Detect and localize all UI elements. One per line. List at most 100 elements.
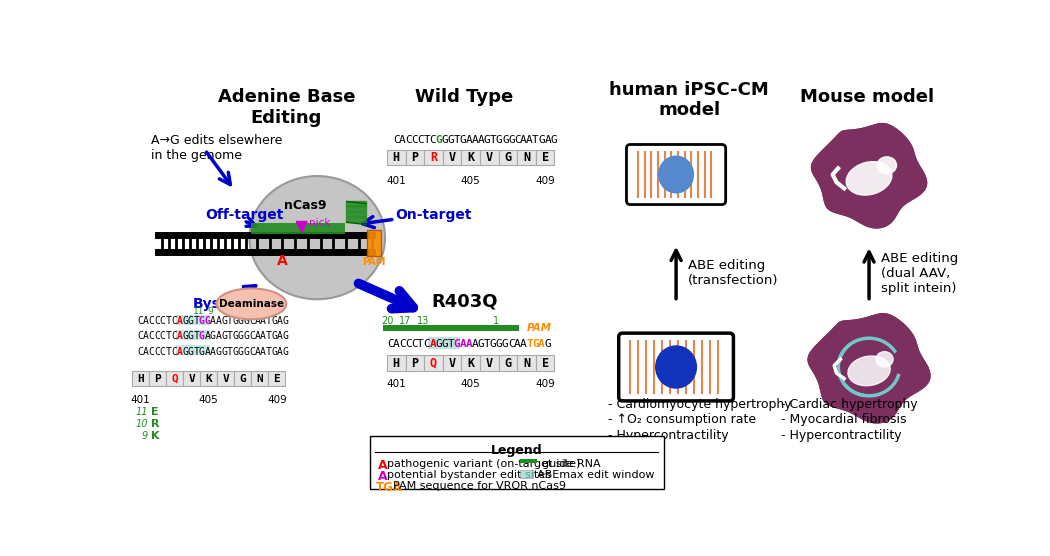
FancyBboxPatch shape [405, 150, 424, 165]
Text: A: A [143, 316, 149, 326]
Text: A: A [205, 331, 210, 341]
Text: A: A [471, 135, 479, 145]
Polygon shape [808, 314, 930, 423]
Text: R: R [429, 151, 437, 164]
FancyBboxPatch shape [149, 371, 166, 386]
Text: G: G [489, 339, 497, 349]
Text: T: T [266, 316, 272, 326]
Text: T: T [490, 135, 497, 145]
FancyBboxPatch shape [627, 145, 726, 205]
Text: G: G [436, 135, 442, 145]
Text: 405: 405 [461, 379, 481, 389]
Text: P: P [412, 151, 419, 164]
Text: G: G [188, 316, 193, 326]
Text: 401: 401 [386, 176, 406, 186]
Text: G: G [198, 331, 205, 341]
Text: C: C [412, 135, 418, 145]
Text: R403Q: R403Q [432, 292, 498, 311]
Text: K: K [467, 356, 475, 370]
Text: T: T [227, 316, 233, 326]
FancyBboxPatch shape [166, 371, 183, 386]
Text: A: A [215, 331, 222, 341]
Ellipse shape [877, 157, 897, 173]
Text: C: C [138, 346, 143, 356]
Text: G: G [232, 346, 238, 356]
Text: - Cardiac hypertrophy: - Cardiac hypertrophy [781, 398, 918, 411]
Text: A: A [378, 470, 387, 483]
Text: A: A [471, 339, 479, 349]
FancyBboxPatch shape [251, 371, 269, 386]
Text: 11: 11 [135, 406, 148, 416]
Text: 9: 9 [207, 307, 213, 316]
Bar [521, 459, 538, 463]
Text: - Cardiomyocyte hypertrophy: - Cardiomyocyte hypertrophy [608, 398, 792, 411]
Text: T: T [484, 339, 490, 349]
Text: G: G [282, 331, 289, 341]
Text: TGA: TGA [376, 481, 402, 494]
Text: A: A [255, 316, 260, 326]
Text: H: H [393, 356, 400, 370]
Text: C: C [249, 346, 255, 356]
FancyBboxPatch shape [346, 217, 366, 222]
Text: V: V [188, 374, 195, 384]
Text: Adenine Base
Editing: Adenine Base Editing [217, 88, 355, 127]
Text: A: A [277, 254, 288, 268]
Text: T: T [417, 339, 424, 349]
Text: T: T [266, 331, 272, 341]
FancyBboxPatch shape [366, 230, 381, 256]
Text: G: G [454, 339, 460, 349]
FancyBboxPatch shape [269, 371, 286, 386]
FancyBboxPatch shape [461, 150, 480, 165]
Text: PAM: PAM [362, 257, 385, 267]
Text: H: H [393, 151, 400, 164]
Text: T: T [165, 346, 171, 356]
Text: A: A [513, 339, 521, 349]
Text: G: G [496, 339, 503, 349]
Text: T: T [227, 346, 233, 356]
Text: G: G [504, 151, 511, 164]
Text: potential bystander edit sites: potential bystander edit sites [387, 470, 551, 480]
Text: C: C [418, 135, 424, 145]
Text: A: A [520, 339, 527, 349]
Text: G: G [198, 346, 205, 356]
Text: human iPSC-CM
model: human iPSC-CM model [609, 81, 769, 120]
Text: C: C [160, 346, 166, 356]
Text: G: G [238, 331, 244, 341]
Text: A: A [143, 346, 149, 356]
Text: Bystander: Bystander [193, 297, 273, 311]
Text: C: C [171, 316, 176, 326]
Text: G: G [282, 316, 289, 326]
Text: A: A [210, 346, 216, 356]
Text: N: N [523, 151, 530, 164]
Text: C: C [249, 316, 255, 326]
Text: G: G [239, 374, 246, 384]
Text: T: T [532, 135, 539, 145]
Text: G: G [210, 331, 216, 341]
Text: C: C [160, 331, 166, 341]
Text: 11: 11 [193, 307, 205, 316]
Text: E: E [150, 406, 159, 416]
Text: A: A [205, 346, 210, 356]
Text: K: K [206, 374, 212, 384]
Text: PAM sequence for VRQR nCas9: PAM sequence for VRQR nCas9 [393, 481, 566, 491]
Text: K: K [467, 151, 475, 164]
FancyBboxPatch shape [251, 223, 345, 234]
Text: C: C [154, 316, 160, 326]
FancyBboxPatch shape [370, 436, 664, 489]
Text: T: T [454, 135, 460, 145]
FancyBboxPatch shape [346, 212, 366, 216]
Ellipse shape [250, 176, 385, 299]
Text: G: G [436, 339, 442, 349]
Text: 10: 10 [135, 419, 148, 429]
Text: A: A [393, 339, 400, 349]
FancyBboxPatch shape [217, 371, 234, 386]
Text: G: G [198, 316, 205, 326]
Text: A: A [478, 135, 485, 145]
Text: V: V [486, 356, 492, 370]
FancyBboxPatch shape [201, 371, 217, 386]
Text: On-target: On-target [395, 208, 471, 222]
Text: pathogenic variant (on-target site): pathogenic variant (on-target site) [387, 459, 581, 469]
Text: G: G [460, 135, 466, 145]
Text: G: G [271, 331, 277, 341]
FancyBboxPatch shape [618, 333, 733, 401]
